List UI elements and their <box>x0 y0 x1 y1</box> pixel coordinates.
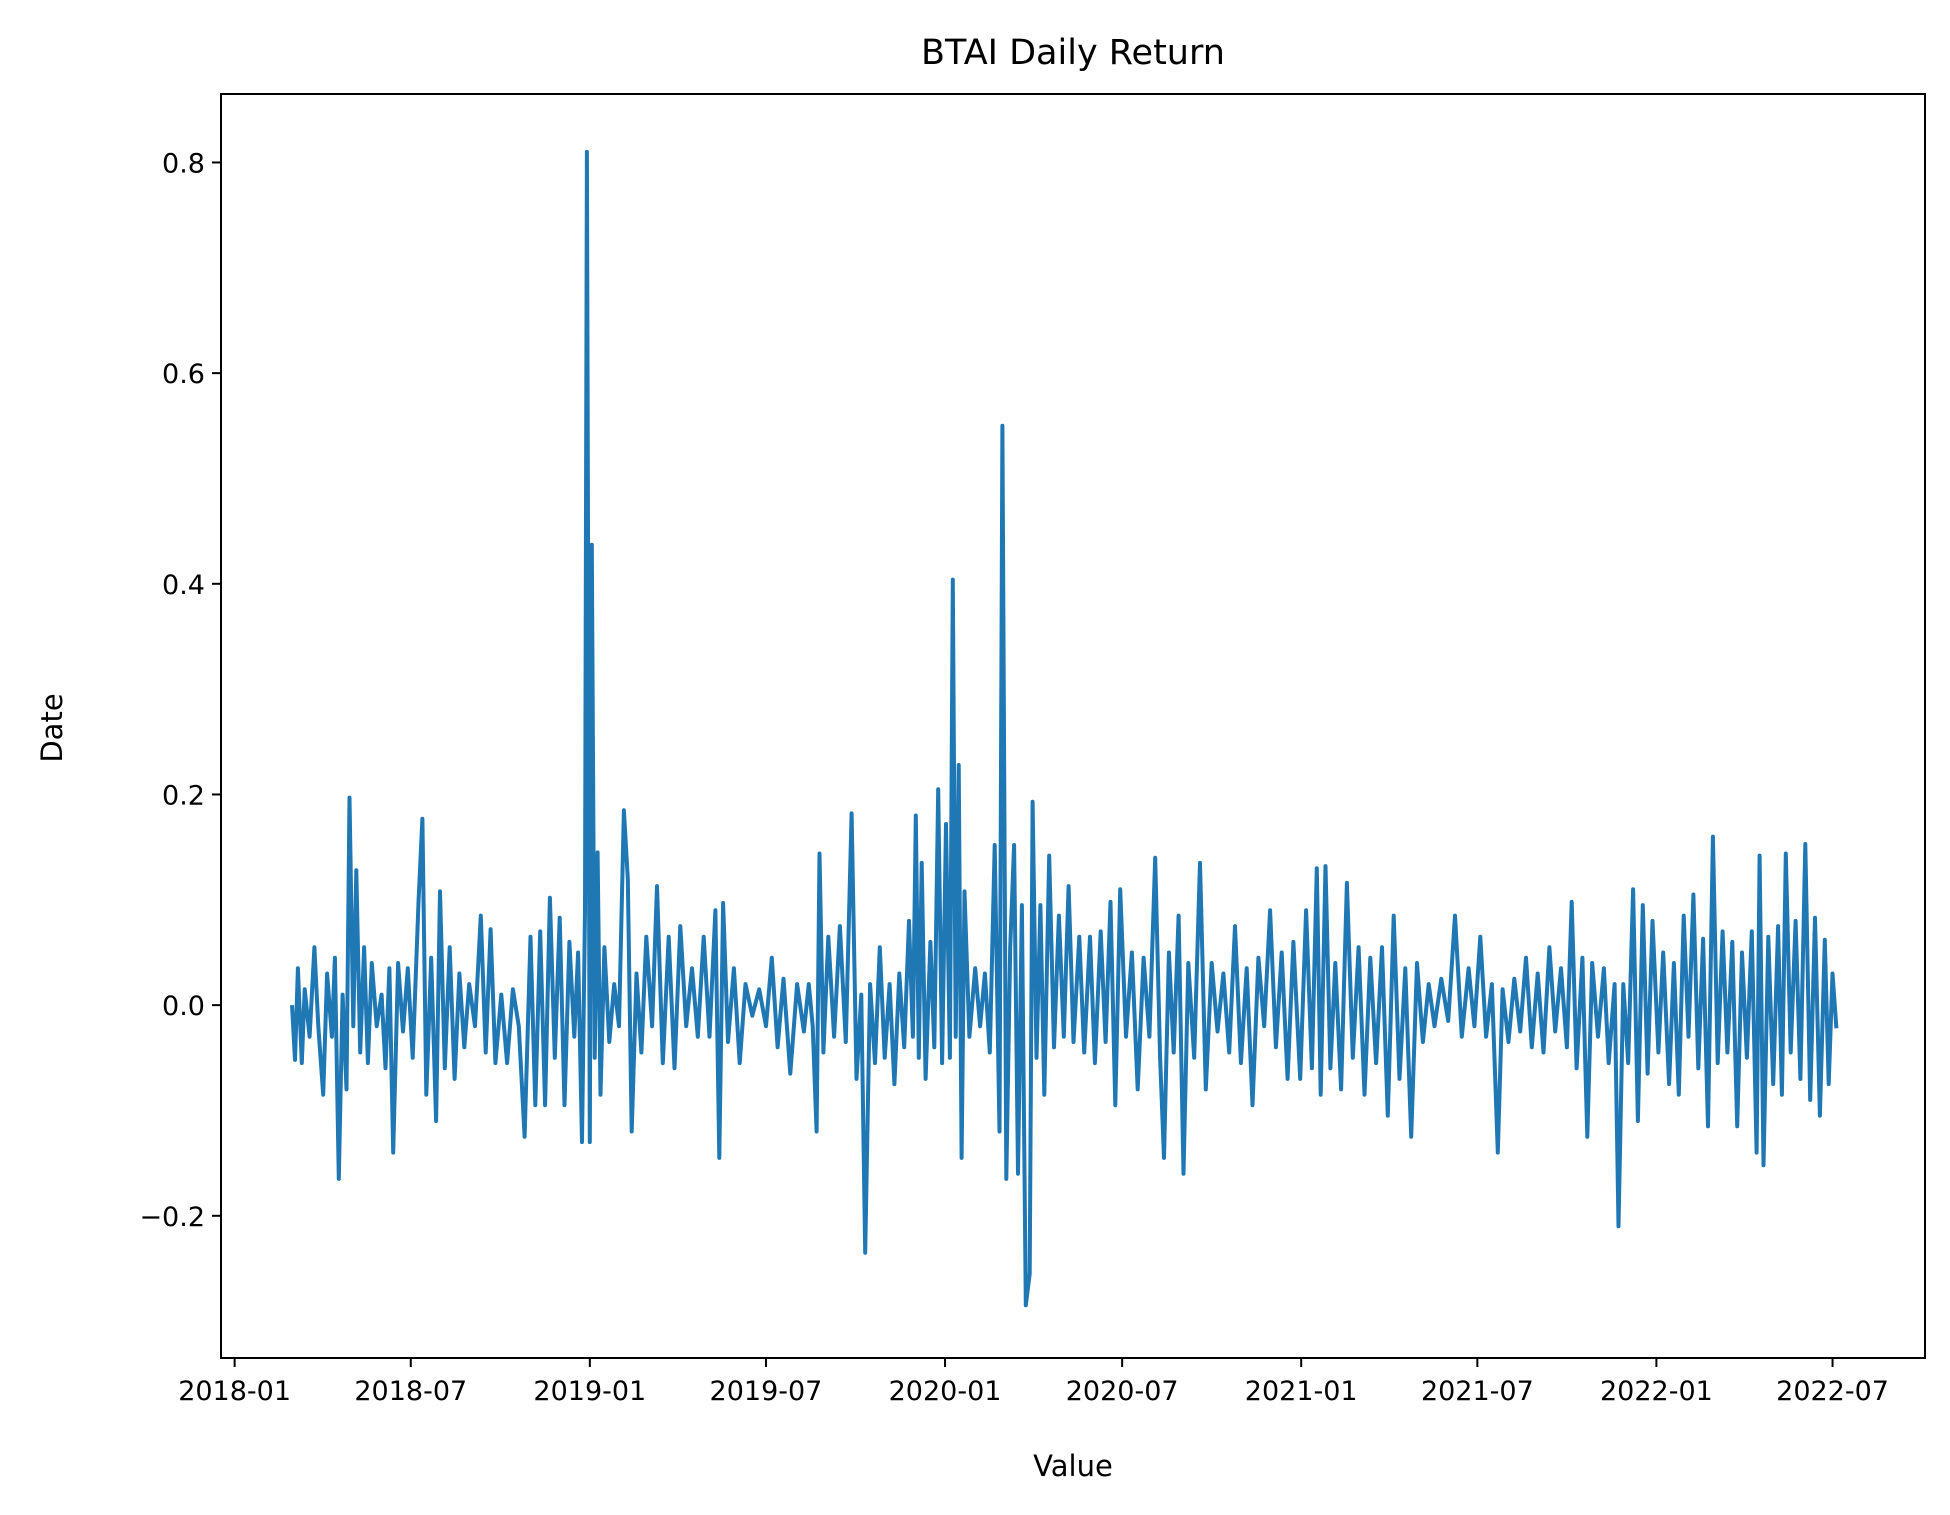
y-tick-label: 0.8 <box>162 148 205 179</box>
x-tick-label: 2019-01 <box>533 1376 646 1407</box>
x-axis-label: Value <box>1033 1449 1113 1483</box>
x-tick-label: 2018-01 <box>178 1376 291 1407</box>
x-axis: 2018-01 2018-07 2019-01 2019-07 2020-01 2020-… <box>178 1358 1889 1407</box>
x-tick-label: 2022-01 <box>1600 1376 1713 1407</box>
y-axis: 0.8 0.6 0.4 0.2 0.0 −0.2 <box>139 148 221 1233</box>
y-tick-label: 0.4 <box>162 570 205 601</box>
x-tick-label: 2021-07 <box>1421 1376 1534 1407</box>
y-tick-label: 0.6 <box>162 359 205 390</box>
series-line-daily-return <box>290 149 1839 1308</box>
x-tick-label: 2020-07 <box>1066 1376 1179 1407</box>
x-tick-label: 2019-07 <box>710 1376 823 1407</box>
y-tick-label: 0.0 <box>162 991 205 1022</box>
x-tick-label: 2018-07 <box>354 1376 467 1407</box>
x-tick-label: 2021-01 <box>1245 1376 1358 1407</box>
y-axis-label: Date <box>35 693 69 762</box>
x-tick-label: 2020-01 <box>889 1376 1002 1407</box>
chart-title: BTAI Daily Return <box>921 33 1225 73</box>
plot-area <box>290 149 1839 1308</box>
x-tick-label: 2022-07 <box>1776 1376 1889 1407</box>
y-tick-label: 0.2 <box>162 780 205 811</box>
y-tick-label: −0.2 <box>139 1202 205 1233</box>
plot-frame <box>220 93 1926 1359</box>
